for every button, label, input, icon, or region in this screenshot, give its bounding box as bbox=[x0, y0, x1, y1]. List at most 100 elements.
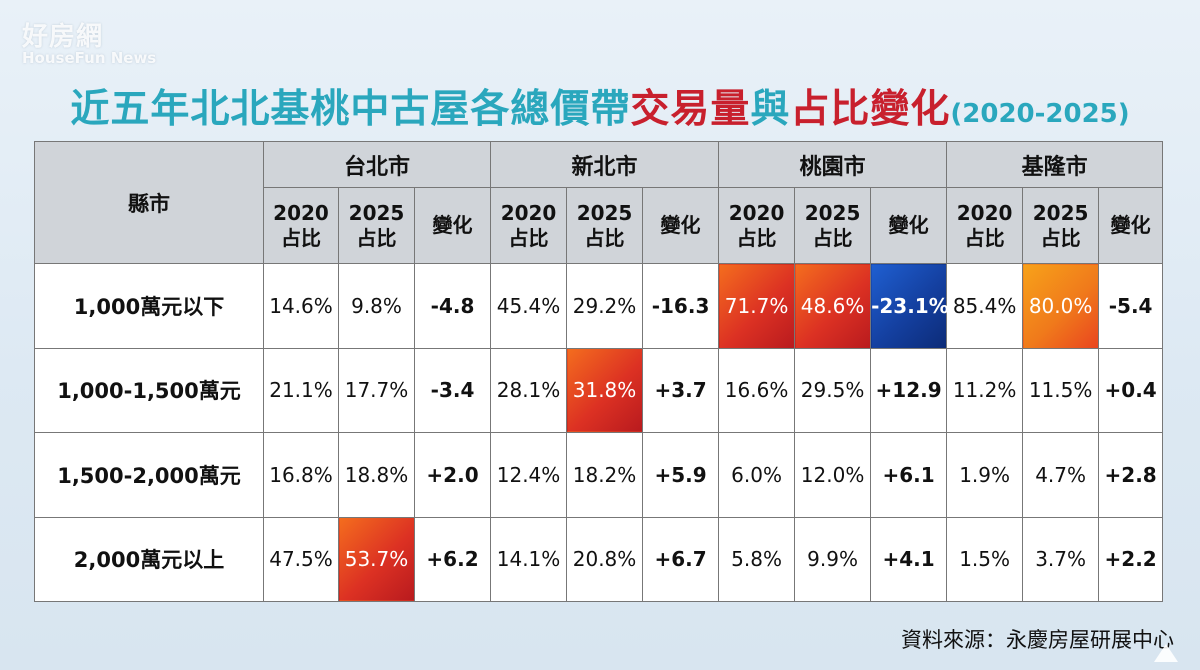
title-part2: 交易量 bbox=[630, 87, 751, 132]
header-sub-label: 2020 bbox=[956, 200, 1013, 225]
header-row-metrics: 2020 占比 2025 占比 變化 2020 占比 2025 占比 變化 2020 占比 2025 占比… bbox=[35, 187, 1164, 264]
watermark-logo: 好房網 HouseFun News bbox=[22, 24, 156, 66]
row-label: 1,500-2,000萬元 bbox=[34, 432, 264, 518]
row-label: 1,000萬元以下 bbox=[34, 263, 264, 349]
page-title: 近五年北北基桃中古屋各總價帶交易量與占比變化(2020-2025) bbox=[0, 78, 1200, 134]
share-cell: 14.1% bbox=[490, 516, 568, 602]
title-part4: 占比變化 bbox=[790, 87, 951, 132]
share-cell: 16.6% bbox=[718, 347, 796, 433]
share-cell: 47.5% bbox=[263, 516, 339, 602]
watermark-main: 好房網 bbox=[22, 22, 104, 52]
title-part3: 與 bbox=[750, 87, 791, 132]
table-row: 1,000-1,500萬元 21.1% 17.7% -3.4 28.1% 31.8% +3.… bbox=[34, 347, 1164, 433]
header-sub-label: 2025 bbox=[348, 200, 405, 225]
header-taoyuan-change: 變化 bbox=[870, 187, 948, 264]
header-sub-label: 2020 bbox=[728, 200, 785, 225]
share-cell: 45.4% bbox=[490, 263, 568, 349]
change-cell: +6.2 bbox=[413, 516, 492, 602]
change-cell: +12.9 bbox=[870, 347, 948, 433]
header-city-keelung: 基隆市 bbox=[946, 141, 1164, 188]
share-cell: 5.8% bbox=[718, 516, 796, 602]
header-keelung-2025-share: 2025 占比 bbox=[1022, 187, 1100, 264]
header-keelung-2020-share: 2020 占比 bbox=[946, 187, 1024, 264]
share-cell: 20.8% bbox=[566, 516, 644, 602]
share-cell: 80.0% bbox=[1022, 263, 1100, 349]
change-cell: +3.7 bbox=[642, 347, 720, 433]
triangle-icon bbox=[1154, 644, 1178, 662]
share-cell: 21.1% bbox=[263, 347, 339, 433]
change-cell: -23.1% bbox=[870, 263, 949, 349]
change-cell: +2.8 bbox=[1098, 432, 1164, 518]
change-cell: -5.4 bbox=[1098, 263, 1164, 349]
share-cell: 48.6% bbox=[794, 263, 872, 349]
change-cell: +6.1 bbox=[870, 432, 948, 518]
share-cell: 12.4% bbox=[490, 432, 568, 518]
header-sub-label: 占比 bbox=[356, 225, 397, 250]
table-body: 1,000萬元以下 14.6% 9.8% -4.8 45.4% 29.2% -16.3 71.… bbox=[34, 263, 1164, 602]
share-cell: 28.1% bbox=[490, 347, 568, 433]
header-city-taipei: 台北市 bbox=[262, 141, 492, 188]
share-cell: 11.5% bbox=[1022, 347, 1100, 433]
share-cell: 11.2% bbox=[946, 347, 1024, 433]
title-years: (2020-2025) bbox=[950, 99, 1130, 129]
header-sub-label: 2025 bbox=[804, 200, 861, 225]
header-sub-label: 變化 bbox=[888, 213, 929, 237]
change-cell: +2.2 bbox=[1098, 516, 1164, 602]
share-cell: 85.4% bbox=[946, 263, 1024, 349]
share-cell: 16.8% bbox=[263, 432, 339, 518]
change-cell: -16.3 bbox=[642, 263, 720, 349]
header-sub-label: 變化 bbox=[660, 213, 701, 237]
share-cell: 53.7% bbox=[338, 516, 415, 602]
title-part1: 近五年北北基桃中古屋各總價帶 bbox=[70, 87, 631, 132]
table-row: 1,500-2,000萬元 16.8% 18.8% +2.0 12.4% 18.2% +5.… bbox=[34, 432, 1164, 518]
share-cell: 18.2% bbox=[566, 432, 644, 518]
change-cell: +2.0 bbox=[413, 432, 492, 518]
row-label: 1,000-1,500萬元 bbox=[34, 347, 264, 433]
share-cell: 1.5% bbox=[946, 516, 1024, 602]
header-sub-label: 變化 bbox=[1110, 213, 1151, 237]
share-cell: 29.2% bbox=[566, 263, 644, 349]
header-sub-label: 2020 bbox=[273, 200, 329, 225]
share-cell: 29.5% bbox=[794, 347, 872, 433]
header-sub-label: 占比 bbox=[281, 225, 321, 250]
header-new-taipei-2025-share: 2025 占比 bbox=[566, 187, 644, 264]
header-city-taoyuan: 桃園市 bbox=[718, 141, 948, 188]
share-cell: 1.9% bbox=[946, 432, 1024, 518]
share-cell: 18.8% bbox=[338, 432, 415, 518]
header-sub-label: 2025 bbox=[576, 200, 633, 225]
header-sub-label: 2025 bbox=[1032, 200, 1089, 225]
share-cell: 71.7% bbox=[718, 263, 796, 349]
header-sub-label: 占比 bbox=[736, 225, 777, 250]
header-sub-label: 占比 bbox=[964, 225, 1005, 250]
share-cell: 12.0% bbox=[794, 432, 872, 518]
header-row-cities: 縣市 台北市 新北市 桃園市 基隆市 bbox=[34, 141, 1164, 264]
change-cell: -4.8 bbox=[413, 263, 492, 349]
table-row: 1,000萬元以下 14.6% 9.8% -4.8 45.4% 29.2% -16.3 71.… bbox=[34, 263, 1164, 349]
header-taipei-change: 變化 bbox=[413, 187, 492, 264]
change-cell: +0.4 bbox=[1098, 347, 1164, 433]
header-city-new-taipei: 新北市 bbox=[490, 141, 720, 188]
change-cell: -3.4 bbox=[413, 347, 492, 433]
data-table: 縣市 台北市 新北市 桃園市 基隆市 2020 占比 2025 占比 變化 2020 占比 2… bbox=[34, 141, 1164, 602]
share-cell: 31.8% bbox=[566, 347, 644, 433]
share-cell: 17.7% bbox=[338, 347, 415, 433]
header-keelung-change: 變化 bbox=[1098, 187, 1164, 264]
header-sub-label: 占比 bbox=[584, 225, 625, 250]
share-cell: 4.7% bbox=[1022, 432, 1100, 518]
share-cell: 14.6% bbox=[263, 263, 339, 349]
row-label: 2,000萬元以上 bbox=[34, 516, 264, 602]
watermark-sub: HouseFun News bbox=[22, 49, 157, 67]
header-county: 縣市 bbox=[34, 141, 264, 264]
header-taipei-2025-share: 2025 占比 bbox=[338, 187, 415, 264]
header-new-taipei-2020-share: 2020 占比 bbox=[490, 187, 568, 264]
share-cell: 6.0% bbox=[718, 432, 796, 518]
header-taoyuan-2020-share: 2020 占比 bbox=[718, 187, 796, 264]
change-cell: +4.1 bbox=[870, 516, 948, 602]
header-sub-label: 占比 bbox=[812, 225, 853, 250]
header-sub-label: 占比 bbox=[1040, 225, 1081, 250]
header-sub-label: 變化 bbox=[432, 213, 473, 237]
header-taipei-2020-share: 2020 占比 bbox=[263, 187, 339, 264]
header-new-taipei-change: 變化 bbox=[642, 187, 720, 264]
header-taoyuan-2025-share: 2025 占比 bbox=[794, 187, 872, 264]
change-cell: +6.7 bbox=[642, 516, 720, 602]
